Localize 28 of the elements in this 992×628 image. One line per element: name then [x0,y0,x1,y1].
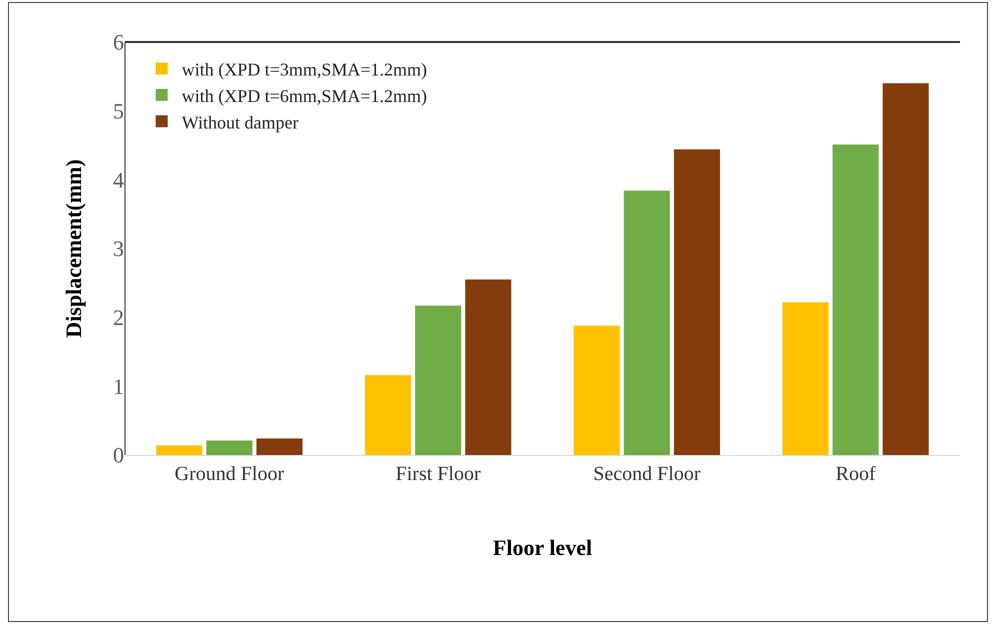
bar [465,279,512,455]
x-tick-label: Ground Floor [174,463,284,485]
bar [415,306,462,455]
x-tick-label: First Floor [396,463,481,485]
bar [156,445,202,455]
x-tick-label: Second Floor [593,463,701,485]
bar [832,144,879,455]
x-tick-label: Roof [836,463,876,485]
legend-label: with (XPD t=3mm,SMA=1.2mm) [182,59,428,80]
bar [364,375,412,455]
y-tick-label: 3 [113,236,124,262]
y-tick-label: 1 [113,374,124,399]
y-tick-label: 2 [113,305,124,330]
bar [782,302,829,455]
y-tick-label: 4 [113,167,124,192]
bar [256,438,303,455]
y-tick-label: 6 [113,30,124,55]
bar [206,440,252,455]
bar [574,326,620,455]
y-axis-title: Displacement(mm) [60,159,86,338]
y-tick-label: 0 [113,442,124,468]
y-tick-label: 5 [113,98,124,124]
bar [624,190,670,455]
x-axis-title: Floor level [492,534,592,560]
legend-label: Without damper [182,112,298,132]
bar [674,149,720,455]
legend-label: with (XPD t=6mm,SMA=1.2mm) [182,86,428,106]
bar [882,83,929,455]
